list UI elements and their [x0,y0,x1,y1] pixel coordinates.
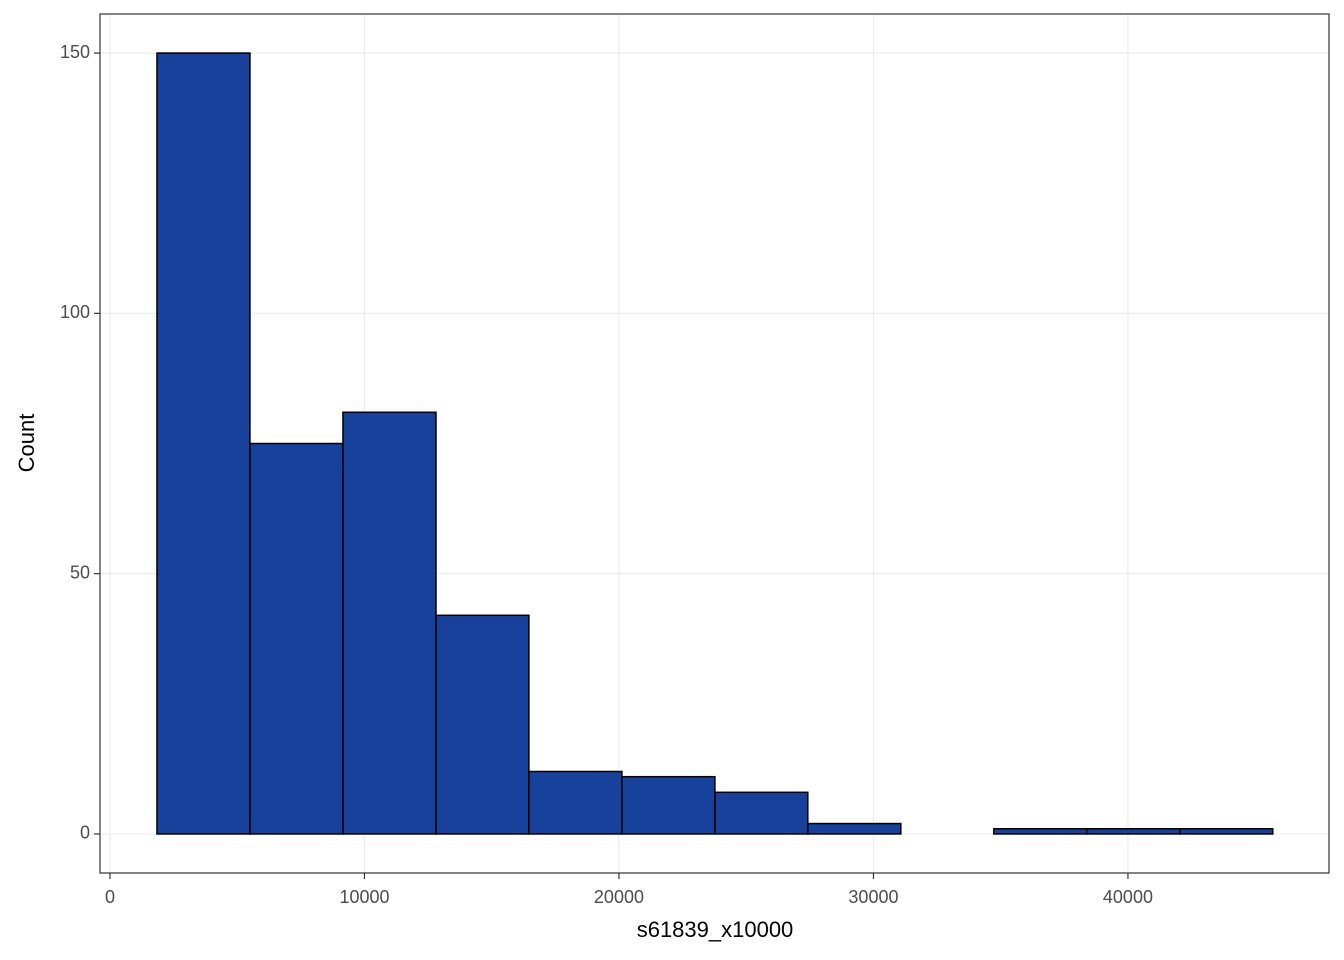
bar [342,411,437,835]
y-tick-label: 50 [70,562,90,582]
x-tick-label: 0 [105,887,115,907]
y-axis-title: Count [14,414,39,473]
bar [528,770,623,835]
bar [807,822,902,835]
y-tick-label: 100 [60,302,90,322]
x-tick-label: 10000 [339,887,389,907]
bar [993,827,1088,835]
bar [1178,827,1274,835]
bar [435,614,530,835]
x-tick-label: 20000 [594,887,644,907]
bar [1085,827,1181,835]
bar [156,52,251,835]
bar [249,442,344,835]
panel-border [99,13,1330,874]
x-tick-label: 30000 [848,887,898,907]
x-axis-title: s61839_x10000 [637,917,794,942]
y-tick-label: 0 [80,823,90,843]
y-tick-label: 150 [60,42,90,62]
bar [621,775,716,835]
x-tick-label: 40000 [1103,887,1153,907]
bar [714,791,809,835]
